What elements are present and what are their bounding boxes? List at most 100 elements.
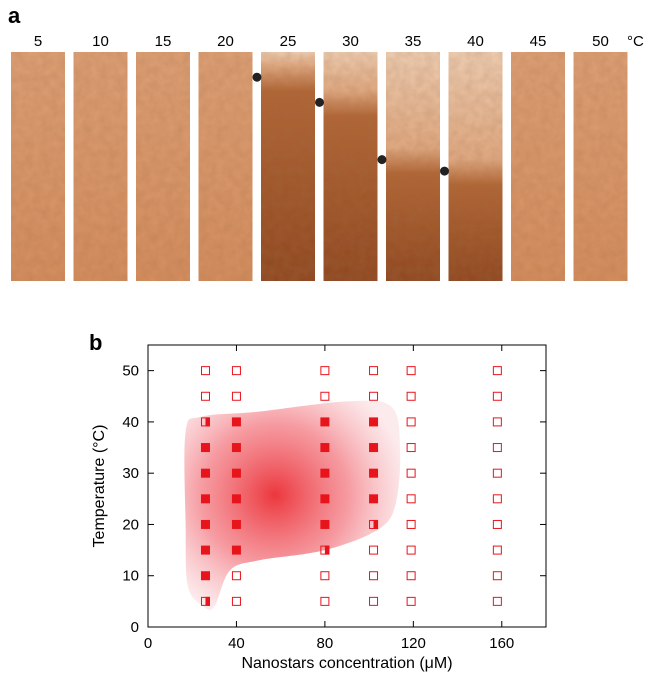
data-point-filled bbox=[320, 417, 330, 427]
sample-strip bbox=[573, 52, 628, 281]
y-tick-label: 10 bbox=[122, 568, 139, 585]
temperature-label: 5 bbox=[34, 33, 42, 50]
data-point-open bbox=[406, 391, 416, 401]
panel-b-label: b bbox=[89, 330, 102, 355]
x-tick-label: 160 bbox=[489, 635, 514, 652]
data-point-filled bbox=[369, 494, 379, 504]
temperature-label: 40 bbox=[467, 33, 484, 50]
phase-region bbox=[184, 400, 401, 611]
temperature-unit: °C bbox=[627, 33, 644, 50]
temperature-label: 20 bbox=[217, 33, 234, 50]
data-point-open bbox=[320, 366, 330, 376]
x-axis-title: Nanostars concentration (μM) bbox=[241, 655, 452, 672]
sample-strip bbox=[11, 52, 65, 281]
boundary-marker bbox=[315, 97, 324, 107]
data-point-filled bbox=[231, 443, 241, 453]
sample-strip bbox=[261, 52, 315, 281]
strip-group: 5 10 15 20 25 30 35 40 45 50 bbox=[11, 33, 628, 281]
sample-strip bbox=[448, 52, 503, 281]
data-point-open bbox=[231, 391, 241, 401]
data-point-open bbox=[200, 391, 210, 401]
data-point-open bbox=[406, 545, 416, 555]
temperature-label: 15 bbox=[155, 33, 172, 50]
data-point-open bbox=[369, 571, 379, 581]
panel-a-label: a bbox=[8, 3, 21, 28]
sample-strip bbox=[198, 52, 253, 281]
data-point-open bbox=[231, 596, 241, 606]
x-tick-label: 40 bbox=[228, 635, 245, 652]
data-point-open bbox=[406, 417, 416, 427]
y-tick-label: 0 bbox=[131, 619, 139, 636]
y-axis-title: Temperature (°C) bbox=[91, 425, 108, 548]
data-point-open bbox=[406, 494, 416, 504]
y-tick-label: 30 bbox=[122, 465, 139, 482]
data-point-open bbox=[406, 366, 416, 376]
data-point-filled bbox=[320, 443, 330, 453]
data-point-open bbox=[492, 468, 502, 478]
data-point-filled bbox=[200, 571, 210, 581]
data-point-filled bbox=[369, 468, 379, 478]
boundary-marker bbox=[252, 72, 262, 82]
data-point-filled bbox=[320, 519, 330, 529]
data-point-filled bbox=[200, 468, 210, 478]
data-point-filled bbox=[320, 468, 330, 478]
boundary-marker bbox=[440, 166, 449, 176]
panel-a: a 5 10 15 20 25 30 35 40 45 50 °C bbox=[8, 3, 644, 281]
data-point-filled bbox=[320, 494, 330, 504]
data-point-filled bbox=[231, 417, 241, 427]
x-tick-label: 0 bbox=[144, 635, 152, 652]
data-point-filled bbox=[200, 519, 210, 529]
data-point-open bbox=[406, 443, 416, 453]
data-point-open bbox=[406, 596, 416, 606]
data-point-filled bbox=[200, 545, 210, 555]
data-point-open bbox=[369, 366, 379, 376]
data-point-open bbox=[231, 366, 241, 376]
x-tick-label: 80 bbox=[317, 635, 334, 652]
temperature-label: 10 bbox=[92, 33, 109, 50]
boundary-marker bbox=[377, 155, 387, 165]
plot-frame bbox=[147, 344, 547, 628]
temperature-label: 35 bbox=[405, 33, 422, 50]
data-point-open bbox=[200, 366, 210, 376]
data-point-open bbox=[320, 596, 330, 606]
temperature-label: 30 bbox=[342, 33, 359, 50]
data-point-open bbox=[492, 391, 502, 401]
data-point-open bbox=[492, 519, 502, 529]
data-point-filled bbox=[231, 468, 241, 478]
y-tick-label: 40 bbox=[122, 414, 139, 431]
data-point-open bbox=[492, 571, 502, 581]
data-point-open bbox=[369, 391, 379, 401]
data-point-open bbox=[492, 366, 502, 376]
data-point-open bbox=[492, 545, 502, 555]
data-markers bbox=[200, 366, 502, 606]
sample-strip bbox=[386, 52, 440, 281]
data-point-open bbox=[320, 571, 330, 581]
data-point-filled bbox=[231, 519, 241, 529]
data-point-half bbox=[200, 417, 210, 427]
data-point-filled bbox=[200, 494, 210, 504]
x-tick-label: 120 bbox=[401, 635, 426, 652]
data-point-filled bbox=[369, 417, 379, 427]
axis-ticks: 0 40 80 120 160 0 10 20 30 40 50 bbox=[122, 345, 546, 652]
sample-strip bbox=[511, 52, 565, 281]
sample-strip bbox=[73, 52, 128, 281]
sample-strip bbox=[323, 52, 378, 281]
data-point-open bbox=[492, 494, 502, 504]
data-point-filled bbox=[200, 443, 210, 453]
data-point-open bbox=[406, 571, 416, 581]
data-point-filled bbox=[231, 494, 241, 504]
data-point-half bbox=[369, 519, 379, 529]
data-point-filled bbox=[369, 443, 379, 453]
data-point-open bbox=[369, 596, 379, 606]
data-point-open bbox=[492, 596, 502, 606]
data-point-open bbox=[492, 417, 502, 427]
data-point-open bbox=[492, 443, 502, 453]
y-tick-label: 20 bbox=[122, 516, 139, 533]
data-point-filled bbox=[231, 545, 241, 555]
data-point-open bbox=[231, 571, 241, 581]
temperature-label: 25 bbox=[280, 33, 297, 50]
data-point-open bbox=[369, 545, 379, 555]
data-point-open bbox=[320, 391, 330, 401]
data-point-half bbox=[200, 596, 210, 606]
